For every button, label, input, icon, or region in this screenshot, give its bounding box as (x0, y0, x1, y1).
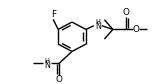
Text: N: N (44, 61, 50, 70)
Text: H: H (95, 19, 100, 25)
Text: O: O (132, 25, 139, 34)
Text: O: O (56, 75, 62, 84)
Text: H: H (45, 58, 49, 64)
Text: O: O (122, 8, 129, 17)
Text: N: N (95, 22, 101, 31)
Text: F: F (51, 10, 56, 19)
